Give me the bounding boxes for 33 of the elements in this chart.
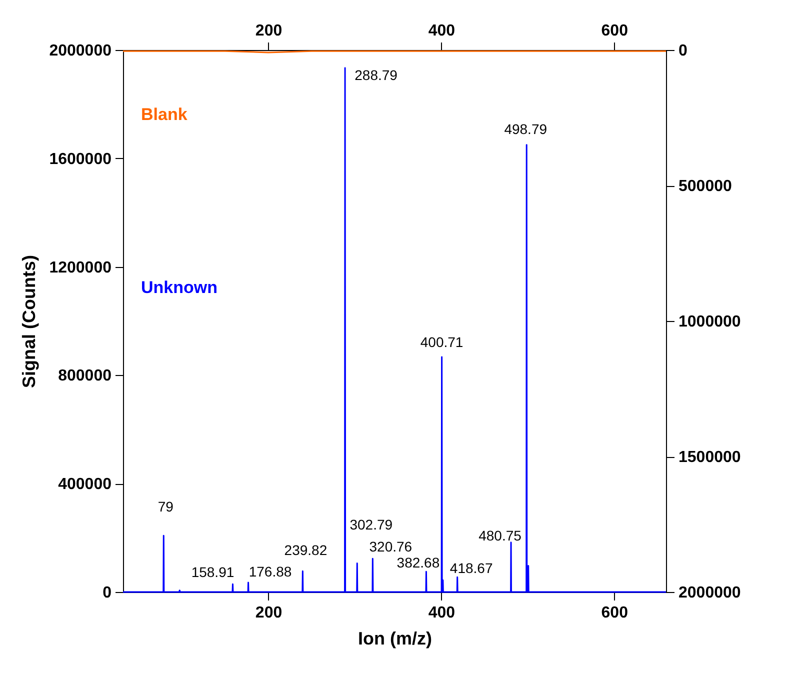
y2-tick-label: 0 [678, 42, 688, 60]
annotation: 498.79 [504, 120, 548, 137]
y2-tick-label: 2000000 [678, 584, 741, 602]
annotation: 382.68 [396, 554, 440, 571]
y2-tick-label: 500000 [678, 178, 732, 195]
y-tick-label: 400000 [58, 476, 112, 494]
x2-tick-label: 400 [428, 604, 456, 622]
y2-tick-label: 1500000 [678, 449, 741, 466]
y-axis-title: Signal (Counts) [19, 255, 40, 388]
y-tick-label: 1600000 [49, 150, 112, 168]
annotation: 302.79 [350, 516, 393, 532]
y-tick-label: 800000 [58, 368, 112, 385]
annotation: 176.88 [248, 564, 292, 580]
text: Blank [141, 105, 188, 124]
x-tick-label: 200 [255, 22, 282, 40]
x2-tick-label: 600 [601, 604, 628, 622]
x-axis-title: Ion (m/z) [358, 628, 432, 648]
x2-tick-label: 200 [255, 604, 282, 622]
annotation: 480.75 [478, 527, 522, 544]
annotation: 239.82 [284, 542, 328, 558]
y-tick-label: 2000000 [49, 42, 112, 60]
annotation: 79 [158, 498, 174, 515]
y2-tick-label: 1000000 [678, 314, 741, 330]
annotation: 158.91 [191, 564, 234, 580]
x-tick-label: 400 [428, 22, 456, 40]
x-tick-label: 600 [601, 22, 628, 40]
annotation: 400.71 [420, 334, 464, 350]
annotation: 288.79 [354, 66, 398, 83]
annotation: 418.67 [450, 560, 493, 576]
annotation: 320.76 [369, 538, 412, 555]
y-tick-label: 0 [102, 584, 112, 602]
text: Unknown [141, 278, 218, 297]
y-tick-label: 1200000 [49, 259, 112, 276]
